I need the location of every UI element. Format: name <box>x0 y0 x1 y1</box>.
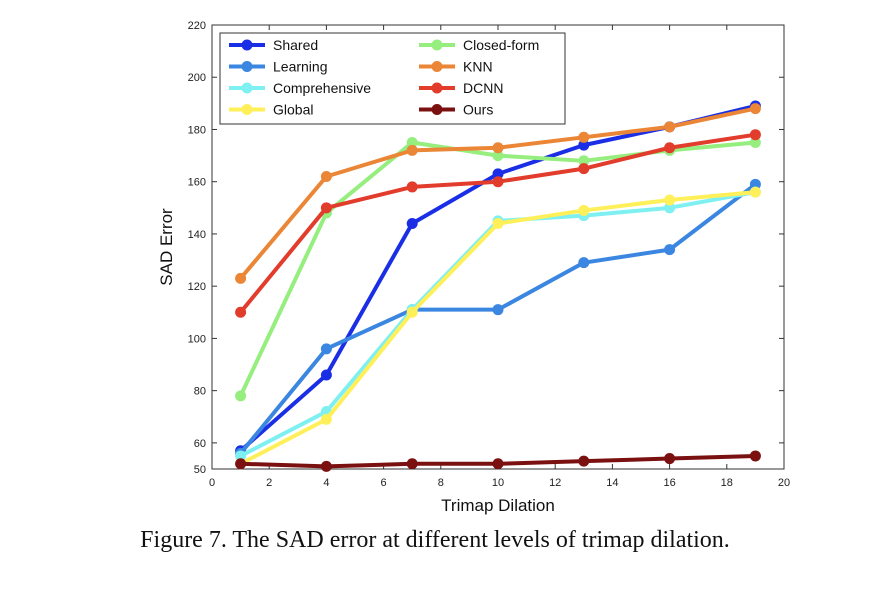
data-point-ours <box>749 450 761 462</box>
series-global <box>235 186 761 470</box>
data-point-closed-form <box>406 137 418 149</box>
y-axis-title: SAD Error <box>157 208 176 286</box>
x-tick-label: 10 <box>492 477 504 489</box>
data-point-closed-form <box>578 155 590 167</box>
data-point-closed-form <box>235 390 247 402</box>
y-tick-label: 60 <box>194 438 206 450</box>
data-point-closed-form <box>749 137 761 149</box>
data-point-global <box>492 217 504 229</box>
legend-item-global: Global <box>229 102 313 118</box>
chart-figure: 0 2 4 6 8 10 12 14 16 18 20 50 60 80 100 120 140 160 180 20… <box>157 20 790 515</box>
figure-caption: Figure 7. The SAD error at different lev… <box>140 527 730 553</box>
data-point-dcnn <box>235 306 247 318</box>
y-tick-label: 200 <box>188 72 206 84</box>
data-point-knn <box>320 170 332 182</box>
y-tick-label: 80 <box>194 386 206 398</box>
legend-label: Shared <box>273 37 318 53</box>
legend-label: Learning <box>273 59 328 75</box>
data-point-dcnn <box>406 181 418 193</box>
legend-item-shared: Shared <box>229 37 318 53</box>
y-tick-label: 100 <box>188 333 206 345</box>
x-tick-label: 20 <box>778 477 790 489</box>
data-point-shared <box>320 369 332 381</box>
data-point-shared <box>492 168 504 180</box>
legend-item-closed-form: Closed-form <box>419 37 539 53</box>
legend-label: Closed-form <box>463 37 539 53</box>
data-point-dcnn <box>578 163 590 175</box>
data-point-ours <box>492 458 504 470</box>
legend-label: Ours <box>463 102 493 118</box>
data-point-learning <box>578 257 590 269</box>
x-tick-label: 16 <box>663 477 675 489</box>
y-tick-label: 50 <box>194 464 206 476</box>
data-point-knn <box>578 131 590 143</box>
data-point-learning <box>664 244 676 256</box>
data-point-comprehensive <box>664 202 676 214</box>
data-point-knn <box>406 144 418 156</box>
data-point-learning <box>492 304 504 316</box>
legend-box <box>219 32 566 125</box>
data-point-shared <box>578 139 590 151</box>
legend-swatch-marker <box>241 39 253 51</box>
data-point-learning <box>320 343 332 355</box>
legend-label: KNN <box>463 59 493 75</box>
data-point-dcnn <box>664 142 676 154</box>
data-point-knn <box>235 272 247 284</box>
legend-swatch-marker <box>241 61 253 72</box>
x-tick-label: 0 <box>209 477 215 489</box>
data-point-global <box>664 194 676 206</box>
legend-swatch-marker <box>431 104 443 115</box>
x-tick-label: 18 <box>721 477 733 489</box>
x-tick-label: 2 <box>266 477 272 489</box>
x-tick-label: 8 <box>438 477 444 489</box>
x-tick-label: 6 <box>381 477 387 489</box>
legend: Shared Learning Comprehensive Global Closed-… <box>219 32 566 125</box>
data-point-global <box>320 413 332 425</box>
y-tick-label: 180 <box>188 124 206 136</box>
x-tick-label: 14 <box>606 477 618 489</box>
legend-label: Global <box>273 102 313 118</box>
legend-swatch-marker <box>431 61 443 72</box>
data-point-ours <box>235 458 247 470</box>
data-point-ours <box>578 455 590 467</box>
series-dcnn <box>235 129 761 318</box>
data-point-global <box>749 186 761 198</box>
data-point-closed-form <box>492 150 504 162</box>
data-point-shared <box>406 217 418 229</box>
legend-swatch-marker <box>431 39 443 51</box>
legend-swatch-marker <box>241 104 253 115</box>
y-tick-label: 220 <box>188 20 206 32</box>
data-point-knn <box>492 142 504 154</box>
legend-item-comprehensive: Comprehensive <box>229 80 371 96</box>
data-point-dcnn <box>749 129 761 141</box>
data-point-ours <box>406 458 418 470</box>
data-point-comprehensive <box>235 450 247 462</box>
data-point-knn <box>749 103 761 115</box>
data-point-dcnn <box>320 202 332 214</box>
data-point-ours <box>664 453 676 465</box>
x-axis-title: Trimap Dilation <box>441 496 555 515</box>
series-ours <box>235 450 761 472</box>
data-point-knn <box>664 121 676 133</box>
legend-swatch-marker <box>431 82 443 94</box>
legend-item-knn: KNN <box>419 59 493 75</box>
legend-item-learning: Learning <box>229 59 328 75</box>
data-point-dcnn <box>492 176 504 188</box>
data-point-learning <box>749 178 761 190</box>
legend-swatch-marker <box>241 82 253 94</box>
x-tick-label: 4 <box>323 477 329 489</box>
y-tick-label: 160 <box>188 177 206 189</box>
legend-label: Comprehensive <box>273 80 371 96</box>
y-tick-label: 120 <box>188 281 206 293</box>
legend-label: DCNN <box>463 80 503 96</box>
y-tick-label: 140 <box>188 229 206 241</box>
data-point-global <box>578 204 590 216</box>
legend-item-dcnn: DCNN <box>419 80 503 96</box>
legend-item-ours: Ours <box>419 102 493 118</box>
line-chart: 0 2 4 6 8 10 12 14 16 18 20 50 60 80 100 120 140 160 180 20… <box>157 20 790 515</box>
x-tick-label: 12 <box>549 477 561 489</box>
data-point-ours <box>320 460 332 472</box>
data-point-global <box>406 306 418 318</box>
series-knn <box>235 103 761 284</box>
